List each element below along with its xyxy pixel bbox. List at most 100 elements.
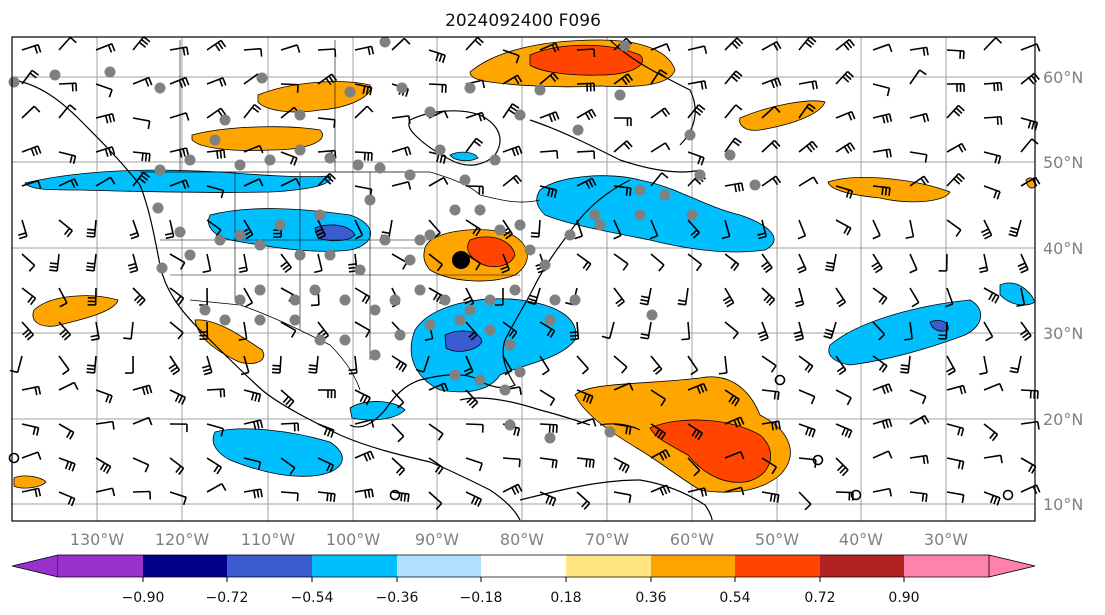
wind-barb bbox=[983, 382, 1004, 392]
wind-barb bbox=[724, 37, 744, 51]
wind-barb bbox=[613, 73, 634, 86]
wind-barb bbox=[58, 381, 79, 391]
colorbar-tick-label: −0.54 bbox=[291, 590, 334, 606]
wind-barb bbox=[835, 219, 852, 236]
station-dot bbox=[449, 204, 461, 216]
wind-barb bbox=[794, 287, 805, 308]
wind-barb bbox=[983, 185, 1001, 200]
wind-barb bbox=[798, 423, 816, 438]
wind-barb bbox=[132, 287, 146, 307]
station-dot bbox=[414, 284, 426, 296]
latitude-label: 50°N bbox=[1043, 153, 1083, 172]
wind-barb bbox=[206, 185, 225, 199]
wind-barb bbox=[132, 36, 151, 51]
station-dot bbox=[104, 66, 116, 78]
wind-barb bbox=[280, 457, 296, 475]
wind-barb bbox=[798, 36, 817, 51]
colorbar-segment bbox=[566, 555, 651, 577]
wind-barb bbox=[463, 355, 474, 376]
wind-barb bbox=[650, 142, 671, 153]
wind-barb bbox=[946, 457, 965, 470]
wind-barb bbox=[613, 382, 634, 391]
wind-barb bbox=[687, 423, 704, 441]
wind-barb bbox=[650, 43, 671, 52]
wind-barb bbox=[428, 83, 447, 93]
wind-barb bbox=[428, 423, 444, 441]
wind-barb bbox=[983, 454, 1003, 464]
station-dot bbox=[539, 259, 551, 271]
wind-barb bbox=[909, 69, 927, 85]
wind-barb bbox=[317, 423, 335, 438]
station-dot bbox=[634, 209, 646, 221]
wind-barb bbox=[391, 355, 408, 373]
wind-barb bbox=[576, 355, 589, 375]
wind-barb bbox=[872, 287, 888, 305]
wind-barb bbox=[613, 423, 632, 435]
wind-barb bbox=[428, 457, 444, 475]
anomaly-region-n-atlantic-core bbox=[529, 44, 643, 76]
wind-barb bbox=[123, 321, 134, 340]
station-dots bbox=[8, 36, 761, 444]
wind-barb bbox=[21, 385, 42, 396]
wind-barb bbox=[946, 104, 965, 119]
station-dot bbox=[156, 262, 168, 274]
wind-barb bbox=[243, 287, 254, 308]
wind-barb bbox=[354, 321, 371, 338]
wind-barb bbox=[650, 253, 665, 272]
wind-barb bbox=[201, 355, 213, 376]
wind-barb bbox=[21, 451, 42, 460]
wind-barb bbox=[502, 321, 518, 339]
wind-barb bbox=[761, 389, 780, 400]
station-dot bbox=[344, 86, 356, 98]
wind-barb bbox=[428, 176, 449, 187]
wind-barb bbox=[650, 107, 671, 119]
wind-barb bbox=[206, 423, 225, 437]
wind-barb bbox=[58, 219, 73, 238]
wind-barb bbox=[169, 253, 186, 270]
calm-marker bbox=[389, 489, 401, 501]
latitude-label: 40°N bbox=[1043, 239, 1083, 258]
wind-barb bbox=[465, 389, 479, 409]
station-dot bbox=[474, 374, 486, 386]
wind-barb bbox=[1017, 253, 1029, 274]
wind-barb bbox=[391, 115, 411, 124]
station-dot bbox=[214, 234, 226, 246]
station-dot bbox=[646, 309, 658, 321]
wind-barb bbox=[539, 423, 558, 433]
wind-barb bbox=[983, 151, 1002, 165]
colorbar-tick-label: −0.72 bbox=[206, 590, 249, 606]
wind-barb bbox=[835, 142, 856, 154]
wind-barb bbox=[21, 253, 36, 272]
wind-barb bbox=[798, 355, 814, 373]
wind-barb bbox=[978, 253, 989, 274]
wind-barb bbox=[613, 219, 622, 240]
calm-marker bbox=[850, 489, 862, 501]
wind-barb bbox=[946, 83, 965, 92]
wind-barb bbox=[539, 72, 559, 85]
wind-barb bbox=[909, 253, 918, 274]
anomaly-region-canada-west bbox=[257, 81, 371, 113]
wind-barb bbox=[871, 253, 883, 274]
wind-barb bbox=[798, 103, 816, 119]
station-dot bbox=[684, 129, 696, 141]
wind-barb bbox=[539, 491, 557, 507]
station-dot bbox=[459, 174, 471, 186]
wind-barb bbox=[58, 423, 75, 440]
wind-barb bbox=[132, 76, 153, 87]
anomaly-region-pacific-30n bbox=[32, 295, 119, 327]
wind-barb bbox=[280, 422, 300, 432]
wind-barb bbox=[243, 47, 263, 57]
colorbar-segment bbox=[481, 555, 566, 577]
wind-barb bbox=[687, 487, 708, 497]
wind-barb bbox=[909, 287, 920, 308]
wind-barb bbox=[132, 151, 151, 162]
wind-barb bbox=[391, 37, 411, 51]
wind-barb bbox=[718, 355, 728, 375]
wind-barb bbox=[95, 113, 116, 124]
wind-barb bbox=[95, 389, 113, 404]
anomaly-region-caribbean-core bbox=[649, 419, 771, 483]
wind-barb bbox=[946, 49, 965, 60]
wind-barb bbox=[983, 491, 1001, 506]
wind-barb bbox=[650, 355, 663, 375]
wind-barb bbox=[391, 423, 405, 443]
